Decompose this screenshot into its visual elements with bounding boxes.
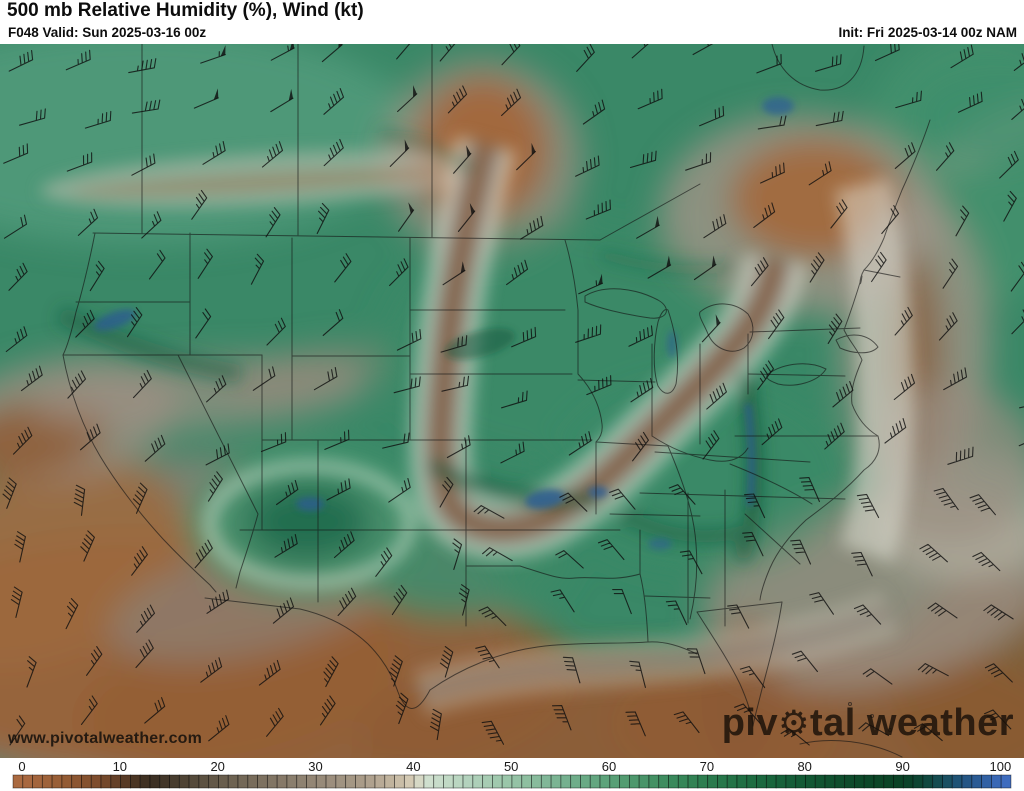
svg-text:0: 0 xyxy=(18,759,25,774)
svg-text:50: 50 xyxy=(504,759,518,774)
gear-icon: ⚙ xyxy=(778,704,810,743)
svg-text:20: 20 xyxy=(210,759,224,774)
valid-time-label: F048 Valid: Sun 2025-03-16 00z xyxy=(8,25,207,40)
svg-text:40: 40 xyxy=(406,759,420,774)
wind-barbs-layer xyxy=(2,44,1024,746)
humidity-field-layer xyxy=(0,44,1024,758)
map-header: 500 mb Relative Humidity (%), Wind (kt) … xyxy=(0,0,1024,44)
svg-text:80: 80 xyxy=(797,759,811,774)
state-borders-layer xyxy=(62,44,931,758)
rh-bands xyxy=(40,128,915,717)
colorbar: 0 10 20 30 40 50 60 70 80 90 100 xyxy=(12,759,1012,789)
rh-wind-map: www.pivotalweather.com piv⚙tal weather xyxy=(0,44,1024,758)
svg-text:60: 60 xyxy=(602,759,616,774)
svg-text:100: 100 xyxy=(990,759,1012,774)
svg-text:30: 30 xyxy=(308,759,322,774)
colorbar-tick-labels: 0 10 20 30 40 50 60 70 80 90 100 xyxy=(18,759,1011,774)
logo-text-post: tal weather xyxy=(809,702,1014,744)
watermark: www.pivotalweather.com xyxy=(8,730,203,747)
brand-logo: piv⚙tal weather xyxy=(722,702,1014,745)
init-time-label: Init: Fri 2025-03-14 00z NAM xyxy=(838,25,1017,40)
colorbar-footer: 0 10 20 30 40 50 60 70 80 90 100 xyxy=(0,758,1024,791)
rh-saturated-spots xyxy=(94,97,794,550)
page-title: 500 mb Relative Humidity (%), Wind (kt) xyxy=(7,0,364,21)
svg-text:90: 90 xyxy=(895,759,909,774)
svg-text:10: 10 xyxy=(113,759,127,774)
colorbar-cells xyxy=(12,774,1012,789)
svg-text:70: 70 xyxy=(700,759,714,774)
logo-text-pre: piv xyxy=(721,702,779,744)
